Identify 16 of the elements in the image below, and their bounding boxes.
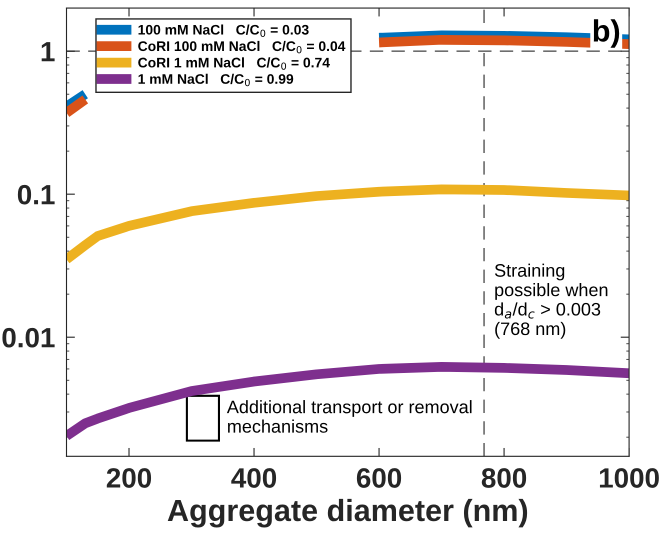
legend-label: 100 mM NaCl C/C$_{0}$ = 0.03 [138, 24, 309, 37]
legend-label: CoRI 1 mM NaCl C/C$_{0}$ = 0.74 [138, 57, 330, 70]
legend-label: 1 mM NaCl C/C$_{0}$ = 0.99 [138, 74, 294, 86]
x-axis-title: Aggregate diameter (nm) [168, 498, 528, 528]
y-tick-label: 0.01 [2, 328, 55, 348]
annotation: b) [594, 19, 620, 48]
x-tick-label: 400 [231, 468, 276, 488]
y-tick-label: 0.1 [18, 184, 55, 205]
annotation: Additional transport or removal mechanisms [226, 400, 472, 433]
ref-line-label: Straining possible when d$_{a}$/d$_{c}$ > 0.003 (768 nm) [494, 264, 608, 339]
x-tick-label: 200 [106, 468, 152, 488]
x-tick-label: 600 [356, 468, 402, 488]
legend-label: CoRI 100 mM NaCl C/C$_{0}$ = 0.04 [138, 40, 346, 54]
x-tick-label: 1000 [600, 468, 659, 488]
y-tick-label: 1 [42, 42, 55, 62]
x-tick-label: 800 [482, 468, 526, 488]
